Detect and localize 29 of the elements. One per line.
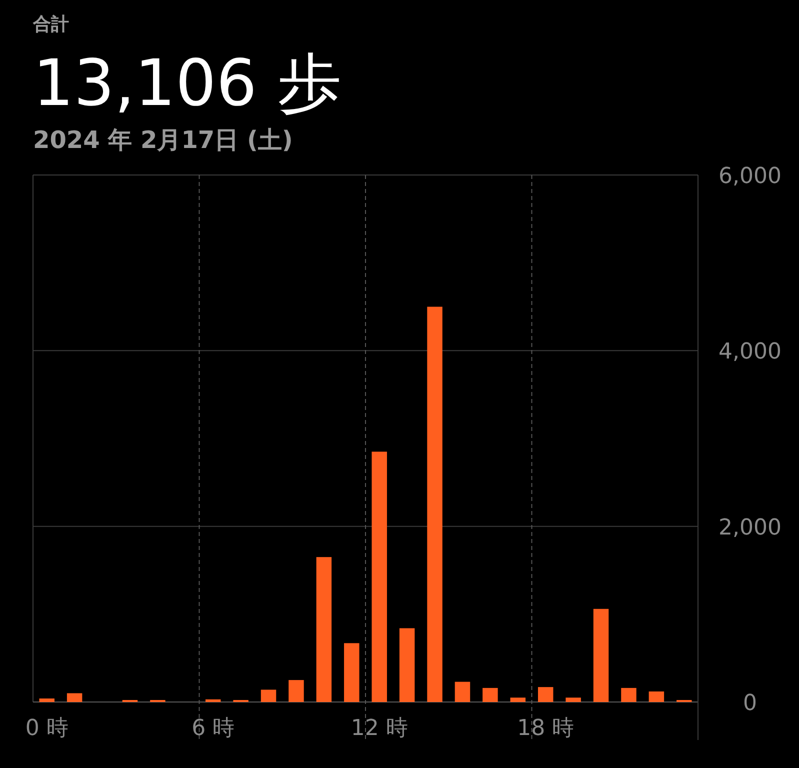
- text: 2024 年 2月17日 (土): [33, 126, 293, 154]
- bar: [538, 687, 554, 702]
- bar: [482, 688, 498, 702]
- x-tick-label: 12 時: [350, 716, 408, 741]
- y-tick-label: 6,000: [718, 164, 782, 189]
- bar: [260, 690, 276, 702]
- chart-subtitle: 13,106 歩: [33, 47, 342, 121]
- y-tick-label: 4,000: [718, 340, 782, 365]
- bar: [288, 680, 304, 702]
- bar: [593, 608, 609, 702]
- x-tick-label: 0 時: [25, 716, 68, 741]
- bar: [66, 693, 82, 702]
- bar: [372, 452, 387, 702]
- x-tick-label: 18 時: [517, 716, 574, 741]
- bar: [621, 688, 636, 702]
- bar: [39, 698, 54, 702]
- bar: [510, 698, 526, 702]
- bar: [316, 557, 332, 702]
- y-tick-label: 2,000: [718, 515, 782, 540]
- bar: [344, 643, 360, 702]
- bar: [399, 628, 415, 702]
- chart-title: 合計: [32, 14, 69, 35]
- y-tick-label: 0: [743, 691, 757, 716]
- bar: [454, 682, 470, 702]
- bar: [427, 306, 442, 702]
- bar: [648, 691, 664, 702]
- x-tick-label: 6 時: [192, 716, 235, 741]
- bar: [566, 698, 581, 702]
- bar: [205, 699, 221, 702]
